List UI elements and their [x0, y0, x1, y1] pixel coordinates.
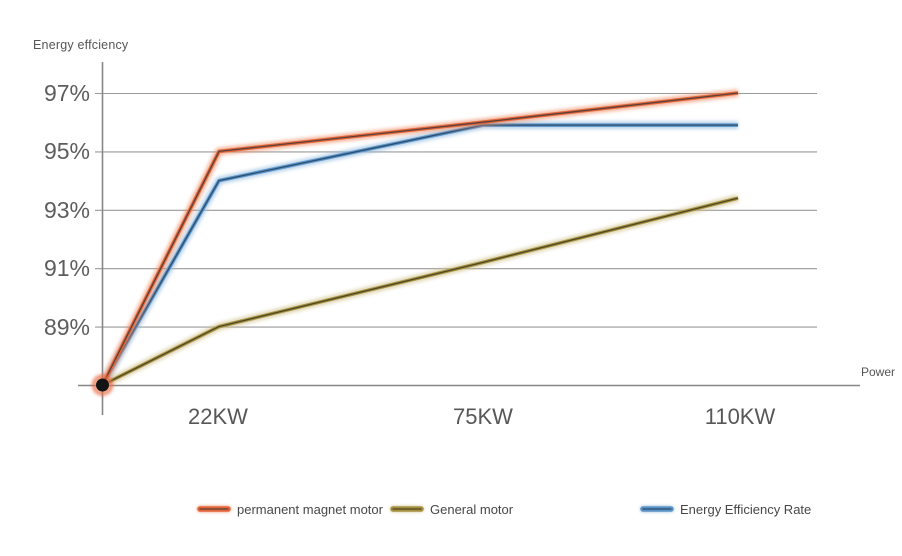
y-tick-label: 91% — [43, 255, 90, 282]
legend-swatch-icon — [390, 506, 424, 512]
series-line-energy-efficiency-rate-core — [101, 124, 738, 386]
y-tick-label: 95% — [43, 138, 90, 165]
x-axis-title: Power — [861, 365, 896, 379]
legend-swatch-icon — [640, 506, 674, 512]
legend-item: permanent magnet motor — [197, 500, 383, 518]
series-line-permanent-magnet-motor-core — [101, 92, 739, 386]
legend-item: Energy Efficiency Rate — [640, 500, 811, 518]
origin-point-glow — [92, 374, 113, 396]
x-tick-label: 22KW — [188, 404, 248, 429]
origin-point — [96, 378, 109, 392]
series-line-general-motor — [101, 196, 739, 387]
y-tick-label: 93% — [43, 196, 90, 223]
legend-label: General motor — [430, 501, 514, 517]
y-tick-label: 89% — [43, 313, 90, 340]
series-line-energy-efficiency-rate-halo — [99, 121, 738, 387]
y-axis-title: Energy effciency — [33, 38, 129, 52]
series-line-general-motor-core — [102, 197, 739, 386]
legend-label: permanent magnet motor — [237, 501, 383, 517]
chart-plot-area — [78, 62, 860, 415]
y-tick-label: 97% — [43, 80, 90, 106]
legend-item: General motor — [390, 500, 513, 518]
x-tick-label: 110KW — [704, 404, 776, 429]
series-line-energy-efficiency-rate — [100, 123, 738, 386]
legend-label: Energy Efficiency Rate — [680, 501, 812, 517]
series-line-general-motor-halo — [100, 194, 739, 389]
legend-swatch-icon — [197, 506, 231, 512]
x-tick-label: 75KW — [453, 404, 513, 429]
